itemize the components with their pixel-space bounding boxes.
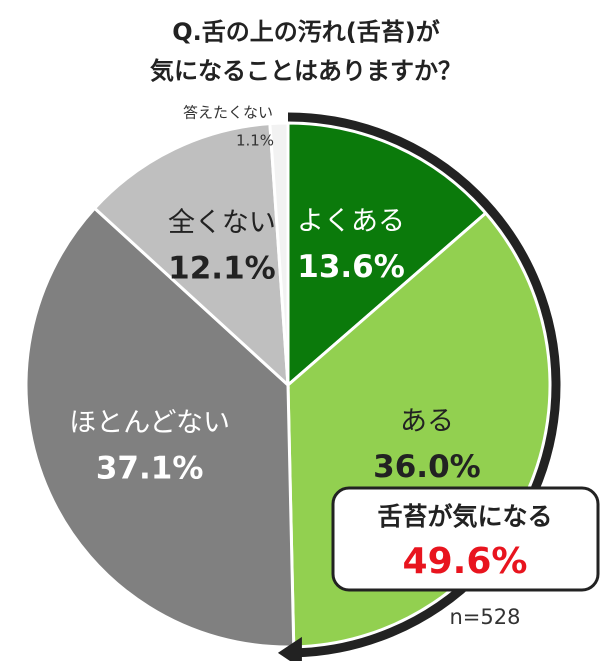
chart-title: Q.舌の上の汚れ(舌苔)が <box>172 18 439 46</box>
pie-slice <box>92 122 290 389</box>
value-label: 36.0% <box>373 449 481 485</box>
annotation-box <box>331 486 600 592</box>
value-label: 13.6% <box>297 249 405 285</box>
slice-label: 全くない <box>168 208 276 239</box>
annotation-text: 舌苔が気になる <box>377 502 552 531</box>
slice-label: ほとんどない <box>69 407 230 438</box>
note: n=528 <box>450 605 521 629</box>
pie-slice <box>268 121 290 386</box>
value-label: 12.1% <box>168 251 276 287</box>
value-label: 1.1% <box>236 132 274 150</box>
slice-label: ある <box>400 406 454 437</box>
pie-slice <box>286 121 488 389</box>
highlight-arc <box>287 112 561 658</box>
chart-title: 気になることはありますか？ <box>150 57 462 85</box>
arrow-head <box>277 636 302 661</box>
annotation-value: 49.6% <box>403 541 528 582</box>
slice-label: 答えたくない <box>183 104 273 122</box>
value-label: 37.1% <box>96 450 204 486</box>
slice-label: よくある <box>297 206 405 237</box>
pie-slice <box>24 206 296 649</box>
